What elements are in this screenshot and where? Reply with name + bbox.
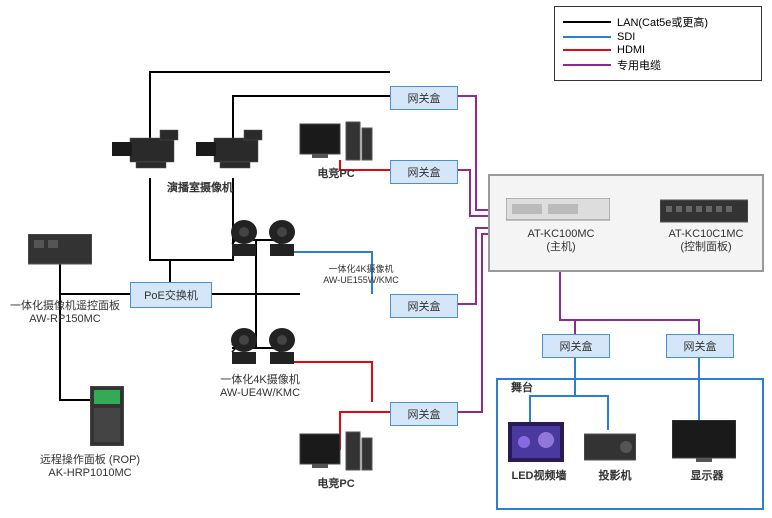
gateway-box: 网关盒 [390,86,458,110]
gaming-pc-label: 电竞PC [306,478,366,491]
gateway-box: 网关盒 [390,294,458,318]
gateway-box: 网关盒 [542,334,610,358]
ptz-camera-icon [262,326,302,368]
ptz-4k-label-a: 一体化4K摄像机AW-UE155W/KMC [306,264,416,286]
remote-panel-icon [28,234,92,266]
studio-camera-label: 演播室摄像机 [140,182,260,195]
legend-row: LAN(Cat5e或更高) [563,14,753,30]
rop-panel-icon [90,386,124,446]
monitor-icon [672,420,736,466]
studio-camera-icon [110,120,190,180]
ptz-4k-label-b: 一体化4K摄像机AW-UE4W/KMC [200,374,320,400]
gaming-pc-icon [298,428,374,478]
legend-row: 专用电缆 [563,57,753,73]
led-wall-label: LED视频墙 [504,470,574,483]
legend-row: HDMI [563,44,753,56]
gaming-pc-label: 电竞PC [306,168,366,181]
gaming-pc-icon [298,118,374,168]
projector-icon [584,430,636,464]
legend-label: LAN(Cat5e或更高) [617,14,708,30]
legend-label: HDMI [617,44,645,56]
gateway-box: 网关盒 [390,402,458,426]
poe-switch: PoE交换机 [130,282,212,308]
host-label: AT-KC100MC(主机) [516,228,606,254]
legend-label: 专用电缆 [617,57,661,73]
gateway-box: 网关盒 [666,334,734,358]
legend-label: SDI [617,31,635,43]
ptz-panel-label: 一体化摄像机遥控面板AW-RP150MC [0,300,130,326]
stage-label: 舞台 [502,382,542,395]
control-panel-icon [660,196,748,226]
legend-row: SDI [563,31,753,43]
projector-label: 投影机 [590,470,640,483]
rop-label: 远程操作面板 (ROP)AK-HRP1010MC [20,454,160,480]
studio-camera-icon [194,120,274,180]
ptz-camera-icon [262,218,302,260]
led-wall-icon [508,422,564,466]
ptz-camera-icon [224,218,264,260]
ptz-camera-icon [224,326,264,368]
monitor-label: 显示器 [682,470,732,483]
legend: LAN(Cat5e或更高) SDI HDMI 专用电缆 [554,6,762,81]
host-unit-icon [506,198,610,224]
gateway-box: 网关盒 [390,160,458,184]
control-panel-label: AT-KC10C1MC(控制面板) [656,228,756,254]
